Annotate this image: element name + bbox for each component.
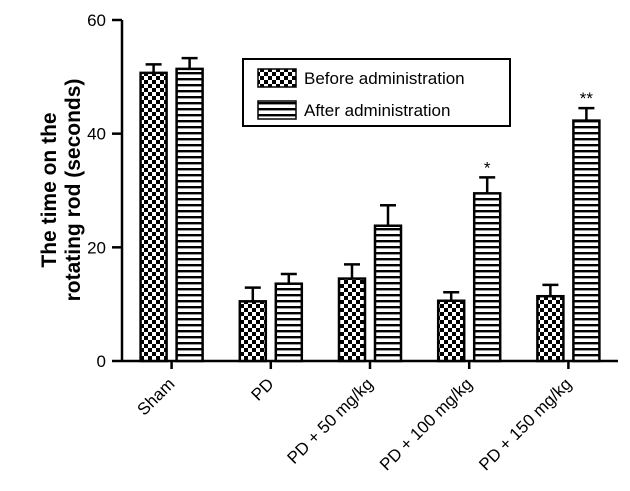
legend-swatch-before <box>257 68 297 88</box>
y-axis-label: The time on the rotating rod (seconds) <box>38 79 85 302</box>
bar-after <box>472 192 502 363</box>
y-tick-label: 40 <box>87 125 106 144</box>
x-tick-label: PD + 100 mg/kg <box>376 374 476 474</box>
bar-before <box>436 299 466 363</box>
significance-marker: ** <box>580 89 594 108</box>
bars: *** <box>139 56 601 363</box>
y-tick-label: 20 <box>87 238 106 257</box>
x-tick-label: PD <box>247 374 277 404</box>
legend: Before administration After administrati… <box>242 58 511 127</box>
bar-before <box>536 294 565 363</box>
bar-after <box>572 119 601 363</box>
bar-after <box>175 67 204 363</box>
significance-marker: * <box>484 158 491 177</box>
x-tick-label: PD + 150 mg/kg <box>475 374 575 474</box>
y-tick-label: 60 <box>87 11 106 30</box>
legend-swatch-after <box>257 100 297 120</box>
legend-label-after: After administration <box>304 101 450 120</box>
bar-before <box>139 71 168 363</box>
bar-before <box>337 277 367 363</box>
axes: 0 20 40 60 <box>87 11 618 371</box>
legend-label-before: Before administration <box>304 69 465 88</box>
bar-after <box>274 282 304 363</box>
bar-before <box>238 300 268 363</box>
y-axis-label-line-2: rotating rod (seconds) <box>62 79 85 302</box>
y-tick-label: 0 <box>97 352 106 371</box>
y-axis-label-line-1: The time on the <box>38 112 61 267</box>
x-tick-label: Sham <box>134 374 179 419</box>
x-tick-labels: Sham PD PD + 50 mg/kg PD + 100 mg/kg PD + 15… <box>134 374 576 474</box>
bar-after <box>373 224 403 363</box>
x-tick-label: PD + 50 mg/kg <box>284 374 377 467</box>
